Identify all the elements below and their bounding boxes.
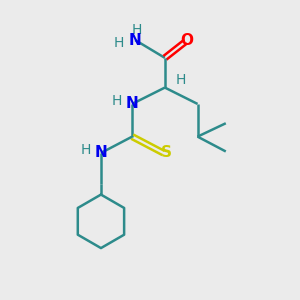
Text: H: H	[114, 36, 124, 50]
Text: N: N	[129, 32, 142, 47]
Text: H: H	[81, 143, 91, 157]
Text: N: N	[94, 146, 107, 160]
Text: H: H	[112, 94, 122, 108]
Text: S: S	[161, 146, 172, 160]
Text: H: H	[176, 73, 186, 87]
Text: H: H	[131, 22, 142, 37]
Text: N: N	[126, 96, 139, 111]
Text: O: O	[181, 32, 194, 47]
